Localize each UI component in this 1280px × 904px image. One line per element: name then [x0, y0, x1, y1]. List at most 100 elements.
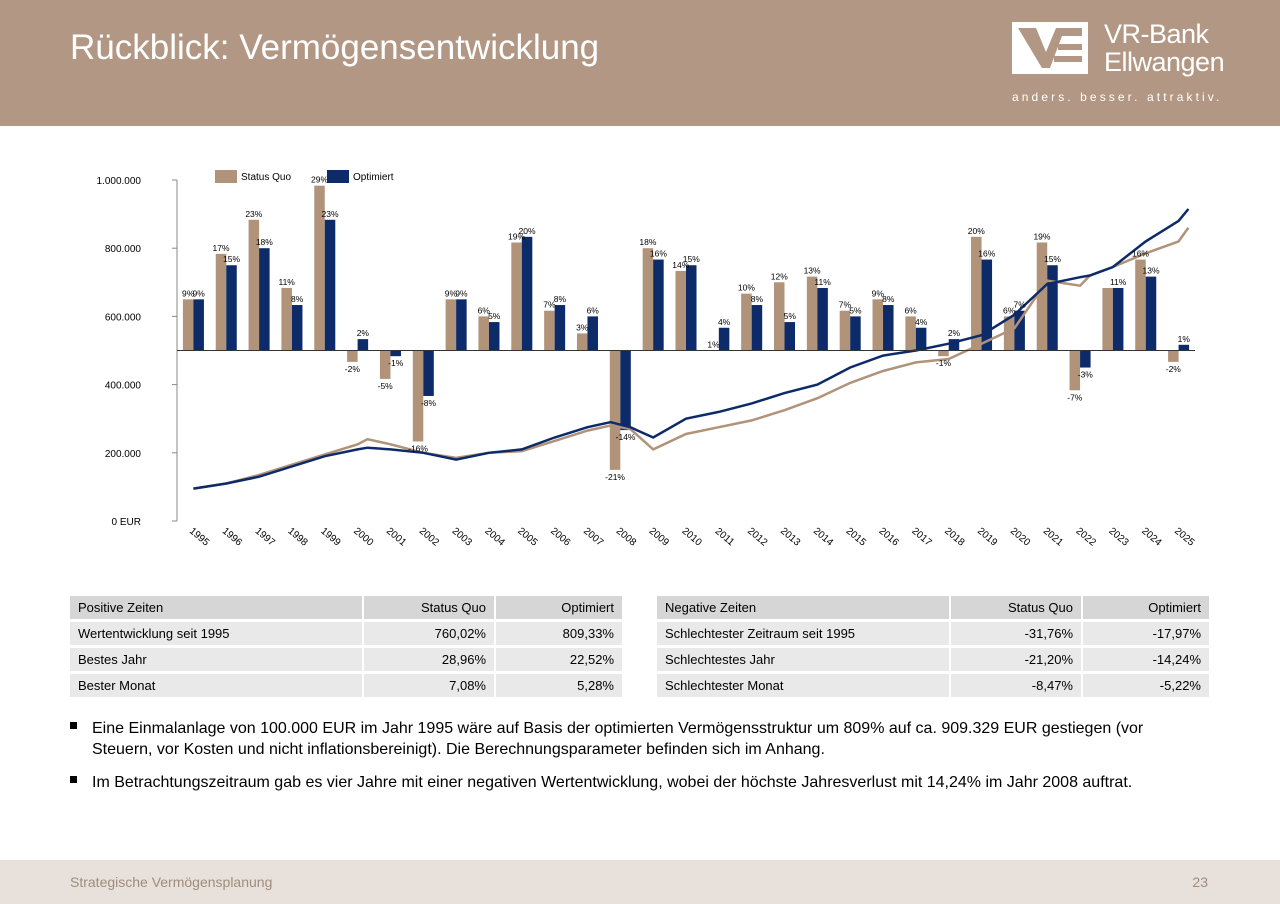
- table-cell: Bestes Jahr: [70, 648, 364, 674]
- bar-optimiert: [226, 265, 237, 351]
- bar-optimiert: [423, 350, 434, 396]
- bar-status-quo: [642, 248, 654, 351]
- x-tick-label: 2007: [581, 526, 605, 549]
- bar-label-optimiert: -3%: [1078, 370, 1094, 380]
- col-header: Optimiert: [496, 596, 624, 622]
- bar-optimiert: [784, 322, 796, 351]
- bar-label-status-quo: 13%: [804, 266, 821, 276]
- wealth-development-chart: 0 EUR 200.000 400.000 600.000 800.000 1.000.0…: [97, 170, 1197, 549]
- bar-label-optimiert: 8%: [554, 294, 567, 304]
- x-tick-label: 2025: [1172, 526, 1196, 549]
- bar-status-quo: [872, 299, 884, 351]
- bar-label-status-quo: 6%: [904, 305, 917, 315]
- bar-label-optimiert: 9%: [455, 288, 468, 298]
- bar-status-quo: [445, 299, 457, 351]
- x-tick-label: 2004: [483, 526, 507, 549]
- bar-label-optimiert: 4%: [915, 317, 928, 327]
- bar-label-optimiert: 8%: [291, 294, 304, 304]
- bar-label-status-quo: 14%: [672, 260, 689, 270]
- positive-table: Positive Zeiten Status Quo Optimiert Wer…: [70, 596, 624, 700]
- bar-label-status-quo: -7%: [1067, 392, 1083, 402]
- bar-status-quo: [971, 236, 982, 351]
- bar-label-status-quo: -16%: [408, 443, 428, 453]
- legend-swatch-status-quo: [215, 170, 237, 183]
- bar-label-status-quo: 6%: [1003, 305, 1016, 315]
- table-row: Schlechtester Zeitraum seit 1995 -31,76%…: [657, 622, 1211, 648]
- bar-status-quo: [1168, 350, 1179, 362]
- table-cell: 28,96%: [364, 648, 496, 674]
- bar-status-quo: [182, 299, 194, 351]
- bar-optimiert: [1178, 344, 1190, 351]
- table-cell: 760,02%: [364, 622, 496, 648]
- x-tick-label: 2022: [1074, 526, 1098, 549]
- bar-label-optimiert: 11%: [1110, 277, 1127, 287]
- logo-line1: VR-Bank: [1104, 19, 1209, 49]
- x-tick-label: 2005: [515, 526, 539, 549]
- x-tick-label: 2012: [745, 526, 769, 549]
- table-cell: 22,52%: [496, 648, 624, 674]
- table-cell: -5,22%: [1083, 674, 1211, 700]
- logo-line2: Ellwangen: [1104, 47, 1225, 77]
- bar-label-optimiert: 8%: [751, 294, 764, 304]
- bar-label-status-quo: 23%: [245, 209, 262, 219]
- x-tick-label: 2002: [417, 526, 441, 549]
- col-header: Positive Zeiten: [70, 596, 364, 622]
- bar-status-quo: [1135, 259, 1146, 351]
- x-tick-label: 1996: [220, 526, 244, 549]
- table-row: Bestes Jahr 28,96% 22,52%: [70, 648, 624, 674]
- x-tick-label: 1999: [318, 526, 342, 549]
- bar-status-quo: [609, 350, 621, 470]
- bar-label-optimiert: 13%: [1142, 266, 1159, 276]
- footer-bar: Strategische Vermögensplanung 23: [0, 860, 1280, 904]
- x-tick-label: 2006: [548, 526, 572, 549]
- header-bar: Rückblick: Vermögensentwicklung VR-Bank …: [0, 0, 1280, 126]
- logo-name: VR-Bank Ellwangen: [1104, 19, 1225, 77]
- bullet-square-icon: [70, 722, 77, 729]
- bar-status-quo: [806, 276, 818, 351]
- table-cell: Schlechtester Zeitraum seit 1995: [657, 622, 951, 648]
- bar-status-quo: [314, 185, 325, 351]
- bar-status-quo: [1003, 316, 1015, 351]
- bullet-text: Eine Einmalanlage von 100.000 EUR im Jah…: [92, 720, 1144, 758]
- y-tick-label: 600.000: [105, 312, 142, 323]
- bar-label-status-quo: 10%: [738, 283, 755, 293]
- bar-label-optimiert: 1%: [1178, 334, 1191, 344]
- table-row: Schlechtestes Jahr -21,20% -14,24%: [657, 648, 1211, 674]
- col-header: Status Quo: [951, 596, 1083, 622]
- bar-status-quo: [281, 287, 292, 351]
- x-tick-label: 2001: [384, 526, 408, 549]
- bar-status-quo: [905, 316, 916, 351]
- col-header: Status Quo: [364, 596, 496, 622]
- bar-status-quo: [347, 350, 358, 362]
- bar-label-status-quo: -5%: [378, 381, 394, 391]
- bar-optimiert: [620, 350, 631, 431]
- table-cell: Schlechtester Monat: [657, 674, 951, 700]
- bar-label-optimiert: -1%: [388, 358, 404, 368]
- bar-label-optimiert: 6%: [587, 305, 600, 315]
- bar-status-quo: [412, 350, 424, 442]
- bar-label-status-quo: 7%: [543, 300, 556, 310]
- bar-status-quo: [938, 350, 949, 357]
- bar-optimiert: [718, 327, 730, 351]
- bar-optimiert: [981, 259, 993, 351]
- table-cell: 5,28%: [496, 674, 624, 700]
- bar-label-status-quo: 19%: [508, 232, 525, 242]
- x-tick-label: 2009: [647, 526, 671, 549]
- col-header: Optimiert: [1083, 596, 1211, 622]
- table-cell: -8,47%: [951, 674, 1083, 700]
- x-tick-label: 2010: [680, 526, 704, 549]
- bar-optimiert: [1014, 310, 1025, 351]
- bar-label-extra: 1%: [707, 340, 720, 350]
- legend-label-status-quo: Status Quo: [241, 172, 291, 183]
- bar-label-optimiert: 7%: [1013, 300, 1026, 310]
- bar-status-quo: [576, 333, 588, 351]
- bar-optimiert: [1112, 287, 1124, 351]
- negative-table: Negative Zeiten Status Quo Optimiert Sch…: [657, 596, 1211, 700]
- x-tick-label: 2018: [942, 526, 966, 549]
- table-cell: -21,20%: [951, 648, 1083, 674]
- line-optimiert: [193, 208, 1190, 490]
- bullet-item: Eine Einmalanlage von 100.000 EUR im Jah…: [70, 718, 1190, 760]
- bar-label-optimiert: 8%: [882, 294, 895, 304]
- bar-label-optimiert: -8%: [421, 398, 437, 408]
- bar-optimiert: [554, 305, 566, 351]
